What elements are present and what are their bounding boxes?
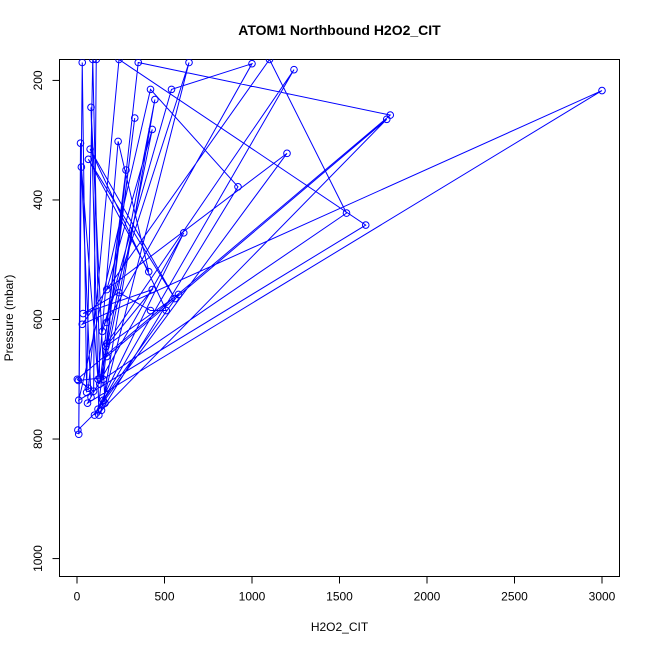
data-point: [171, 294, 179, 303]
data-point: [86, 145, 94, 153]
data-point: [74, 430, 83, 439]
y-tick-label: 200: [31, 70, 45, 90]
data-point: [185, 59, 193, 67]
series-line: [76, 59, 603, 435]
data-point: [84, 155, 93, 164]
x-tick-label: 500: [154, 590, 174, 604]
data-point: [89, 387, 98, 396]
y-tick-label: 1000: [31, 545, 45, 572]
data-point: [78, 320, 87, 329]
data-point: [94, 375, 102, 384]
data-point: [382, 115, 391, 124]
data-point: [95, 380, 104, 388]
data-point: [102, 318, 111, 327]
data-point: [146, 306, 155, 315]
data-point: [342, 209, 351, 217]
data-point: [95, 374, 104, 382]
data-point: [82, 388, 91, 397]
y-tick-label: 800: [31, 429, 45, 449]
x-tick-label: 3000: [589, 590, 616, 604]
data-point: [162, 306, 171, 315]
data-point: [148, 125, 157, 134]
data-point: [74, 426, 82, 434]
data-point: [77, 163, 86, 171]
chart-title: ATOM1 Northbound H2O2_CIT: [238, 22, 441, 38]
y-axis-title: Pressure (mbar): [2, 275, 16, 362]
data-point: [76, 139, 85, 147]
data-point: [283, 149, 291, 158]
data-point: [290, 65, 298, 74]
y-tick-label: 400: [31, 190, 45, 210]
data-point: [99, 375, 108, 384]
data-point: [115, 288, 123, 297]
data-point: [98, 327, 107, 336]
x-tick-label: 0: [74, 590, 81, 604]
plot-area: [73, 59, 606, 439]
data-point: [179, 229, 188, 237]
data-point: [102, 339, 111, 348]
data-point: [88, 59, 97, 64]
x-axis: 0 500 1000 1500 2000 2500 3000: [74, 576, 616, 604]
data-point: [115, 59, 123, 64]
data-point: [114, 137, 122, 146]
data-point: [102, 285, 111, 294]
data-point: [148, 285, 157, 294]
data-point: [248, 59, 256, 68]
data-point: [92, 59, 101, 64]
data-point: [234, 183, 242, 191]
data-point: [167, 85, 176, 94]
data-point: [78, 59, 87, 67]
data-point: [73, 375, 82, 384]
y-tick-label: 600: [31, 309, 45, 329]
x-tick-label: 2500: [501, 590, 528, 604]
data-point: [94, 405, 102, 413]
data-point: [361, 221, 370, 229]
data-point: [74, 376, 83, 385]
data-point: [97, 406, 106, 415]
x-tick-label: 1500: [326, 590, 353, 604]
data-point: [74, 396, 83, 404]
data-point: [102, 342, 110, 351]
y-axis: 200 400 600 800 1000: [31, 70, 60, 572]
data-point: [90, 411, 99, 419]
data-point: [146, 85, 155, 94]
data-point: [598, 86, 606, 95]
data-point: [134, 59, 143, 67]
data-point: [87, 103, 95, 112]
plot-frame: [59, 59, 620, 577]
data-point: [265, 59, 274, 64]
x-tick-label: 2000: [414, 590, 441, 604]
data-point: [83, 399, 92, 407]
data-point: [144, 267, 153, 276]
data-point: [122, 166, 130, 174]
data-point: [151, 95, 159, 104]
data-point: [99, 396, 108, 404]
x-axis-title: H2O2_CIT: [311, 620, 369, 634]
data-point: [102, 352, 111, 361]
x-tick-label: 1000: [239, 590, 266, 604]
data-point: [130, 114, 139, 122]
data-point: [79, 309, 87, 318]
